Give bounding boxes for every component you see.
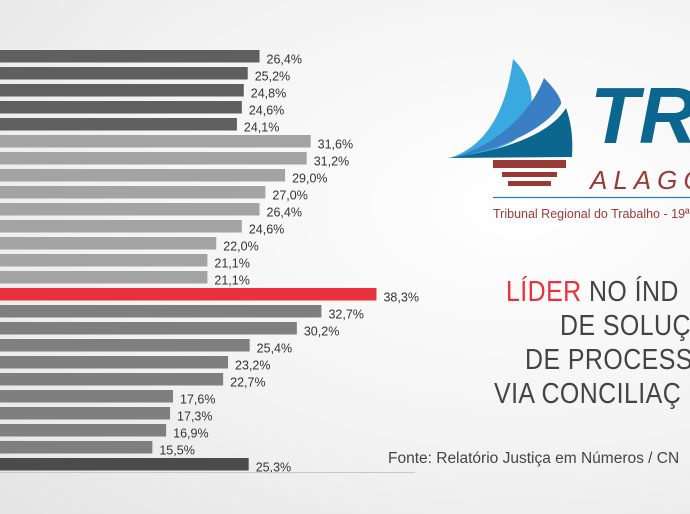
bar xyxy=(0,67,248,80)
bar-value-label: 31,6% xyxy=(318,138,353,152)
bar-value-label: 22,7% xyxy=(230,376,265,390)
bar-value-label: 38,3% xyxy=(383,291,418,305)
bar-value-label: 27,0% xyxy=(272,189,307,203)
headline-text: DE SOLUÇ xyxy=(560,310,690,342)
bar-value-label: 31,2% xyxy=(314,155,349,169)
headline-line-2: DE SOLUÇ xyxy=(560,311,690,342)
bar-value-label: 16,9% xyxy=(173,427,208,441)
bar xyxy=(0,271,208,284)
bar-value-label: 32,7% xyxy=(328,308,363,322)
headline-line-4: VIA CONCILIAÇ xyxy=(494,379,681,410)
bar-value-label: 15,5% xyxy=(159,444,194,458)
bar xyxy=(0,84,244,97)
bar xyxy=(0,169,286,182)
headline-text: VIA CONCILIAÇ xyxy=(494,378,682,410)
bar-value-label: 29,0% xyxy=(292,172,327,186)
bar-value-label: 25,4% xyxy=(257,342,292,356)
headline-highlight: LÍDER xyxy=(506,276,582,308)
headline-line-3: DE PROCESS xyxy=(525,345,690,376)
bar xyxy=(0,305,322,318)
bar xyxy=(0,254,208,267)
bar-value-label: 25,3% xyxy=(256,461,291,475)
bar xyxy=(0,203,260,216)
bar xyxy=(0,101,242,114)
bar xyxy=(0,152,307,165)
bar-value-label: 23,2% xyxy=(235,359,270,373)
bar xyxy=(0,118,237,131)
logo-sail-icon xyxy=(447,59,573,158)
bar xyxy=(0,135,311,148)
bar xyxy=(0,50,260,63)
bar xyxy=(0,424,167,437)
bar xyxy=(0,373,224,386)
bar-value-label: 17,3% xyxy=(177,410,212,424)
headline-line-1: LÍDER NO ÍND xyxy=(506,277,679,308)
bar xyxy=(0,237,217,250)
bar-value-label: 25,2% xyxy=(255,70,290,84)
bar xyxy=(0,390,174,403)
bar-value-label: 22,0% xyxy=(223,240,258,254)
bar xyxy=(0,339,250,352)
bar-value-label: 24,6% xyxy=(249,223,284,237)
bar xyxy=(0,458,249,471)
bar xyxy=(0,220,242,233)
bar-value-label: 24,6% xyxy=(249,104,284,118)
headline-text: DE PROCESS xyxy=(525,344,690,376)
bar-value-label: 21,1% xyxy=(214,257,249,271)
source-note: Fonte: Relatório Justiça em Números / CN xyxy=(388,450,680,467)
bar-value-label: 26,4% xyxy=(267,53,302,67)
bar xyxy=(0,322,297,335)
bar xyxy=(0,407,171,420)
logo-title: TRT xyxy=(590,71,690,160)
bar xyxy=(0,441,153,454)
bar-value-label: 24,8% xyxy=(251,87,286,101)
bar-value-label: 21,1% xyxy=(214,274,249,288)
bar-value-label: 26,4% xyxy=(267,206,302,220)
bar-value-label: 30,2% xyxy=(304,325,339,339)
bar xyxy=(0,186,266,199)
headline-text: NO ÍND xyxy=(581,276,679,308)
logo-pedestal-icon xyxy=(493,160,566,186)
logo-subtitle: ALAGOAS xyxy=(588,165,690,195)
bar-value-label: 17,6% xyxy=(180,393,215,407)
bar-value-label: 24,1% xyxy=(244,121,279,135)
logo-tagline: Tribunal Regional do Trabalho - 19ª xyxy=(493,207,690,221)
bar xyxy=(0,356,229,369)
bar xyxy=(0,288,377,301)
